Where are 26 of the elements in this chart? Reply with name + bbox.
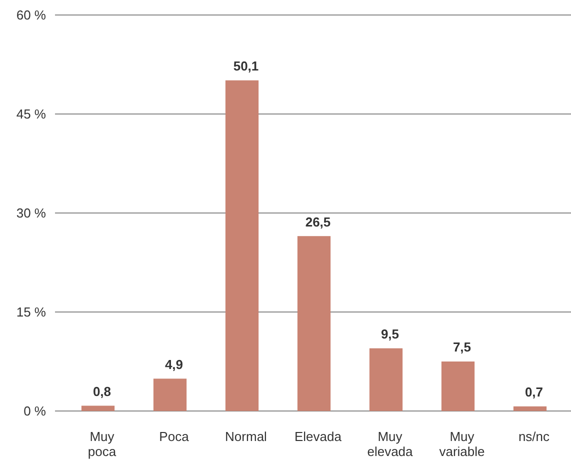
y-tick-label: 60 % xyxy=(16,8,46,23)
x-tick-label: Normal xyxy=(225,429,268,444)
bar xyxy=(441,362,475,411)
data-label: 0,8 xyxy=(92,384,112,399)
y-tick-label: 45 % xyxy=(16,106,46,122)
bar xyxy=(513,406,547,411)
bar xyxy=(297,236,331,411)
bar xyxy=(81,406,115,411)
data-label: 26,5 xyxy=(305,214,331,230)
y-tick-label: 30 % xyxy=(16,206,46,221)
bar xyxy=(369,348,403,411)
data-label: 9,5 xyxy=(380,326,400,342)
data-label: 7,5 xyxy=(452,340,472,355)
x-tick-label: Poca xyxy=(159,429,190,444)
x-tick-label: Muy poca xyxy=(88,429,117,459)
bar xyxy=(225,80,259,411)
y-tick-label: 15 % xyxy=(16,304,46,320)
data-label: 50,1 xyxy=(233,58,259,74)
x-tick-label: Muy elevada xyxy=(367,429,414,459)
x-tick-label: ns/nc xyxy=(518,429,550,444)
x-tick-label: Elevada xyxy=(294,429,342,444)
bar xyxy=(153,378,187,411)
data-label: 4,9 xyxy=(164,356,184,372)
x-tick-label: Muy variable xyxy=(439,429,485,459)
data-label: 0,7 xyxy=(524,384,544,400)
y-tick-label: 0 % xyxy=(24,404,46,419)
